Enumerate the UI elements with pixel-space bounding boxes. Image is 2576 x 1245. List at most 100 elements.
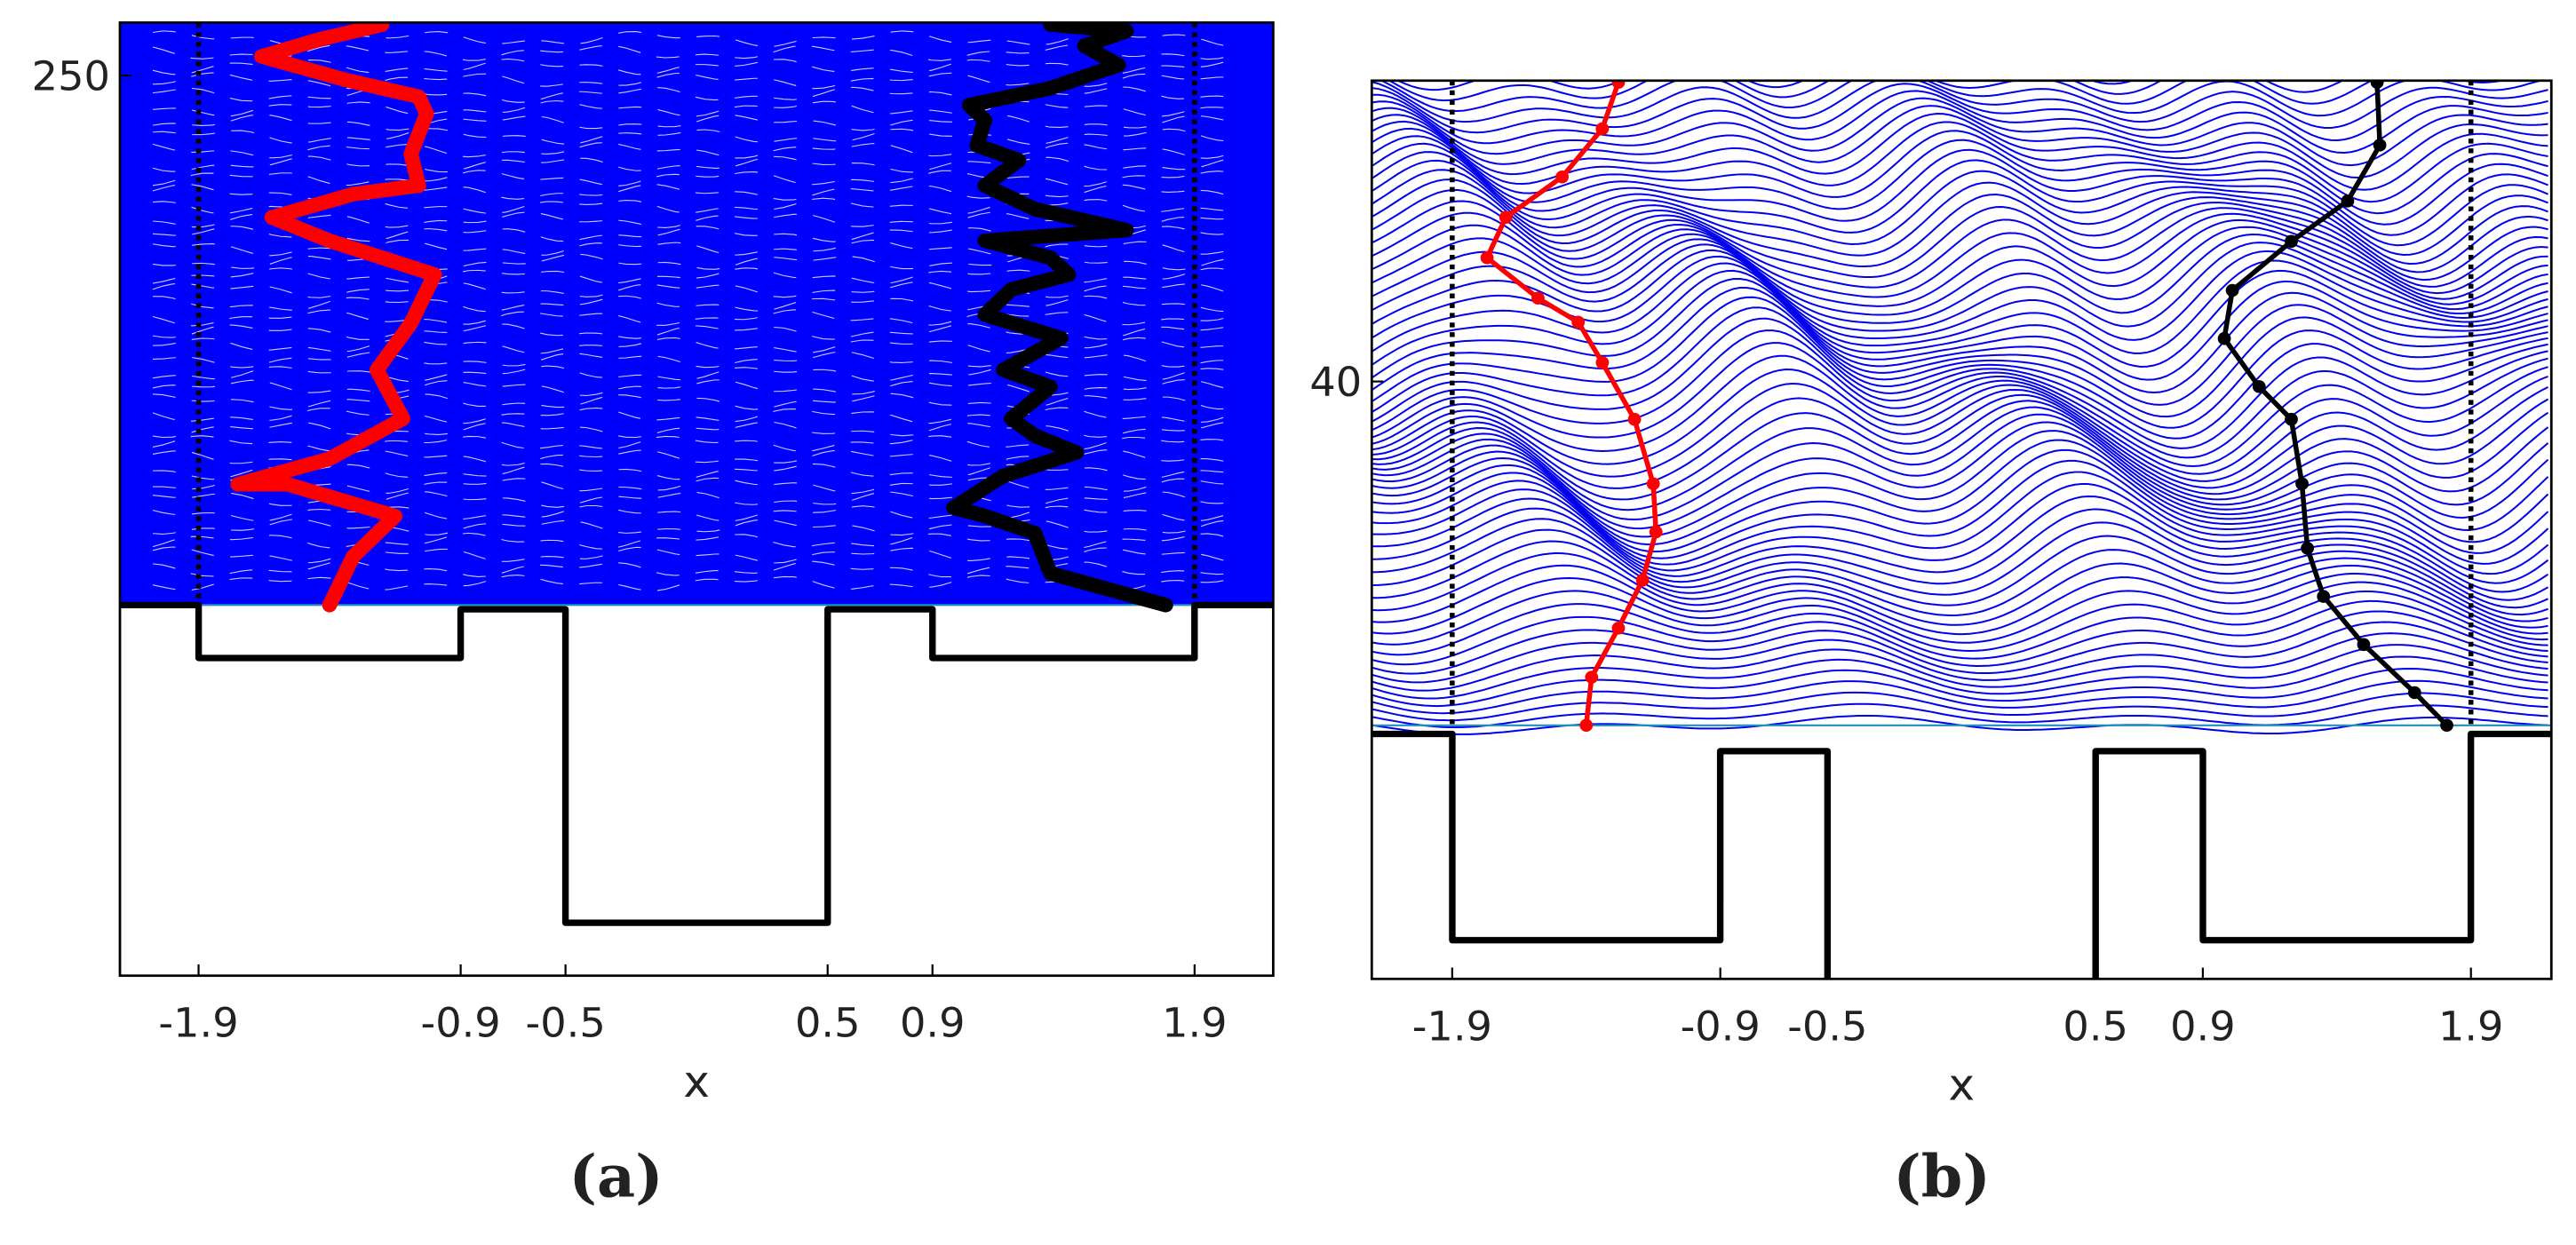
trajectory-point	[2370, 80, 2384, 90]
trajectory-point	[2295, 477, 2309, 491]
wave-texture	[152, 546, 1237, 564]
trajectory-point	[1499, 210, 1513, 224]
wave-texture	[152, 44, 1237, 61]
wave-texture	[1371, 218, 2548, 307]
wave-texture	[1371, 551, 2548, 629]
wave-texture	[152, 351, 1237, 369]
trajectory-point	[2407, 686, 2421, 700]
wave-texture	[1371, 577, 2548, 644]
wave-texture	[1371, 655, 2548, 700]
trajectory-point	[1585, 670, 1599, 684]
wave-texture	[1371, 495, 2549, 593]
x-tick-label: -1.9	[1412, 1003, 1492, 1051]
trajectory-point	[1649, 525, 1663, 539]
trajectory-point	[1555, 170, 1570, 184]
wave-texture	[1371, 234, 2548, 324]
wave-texture	[1371, 178, 2548, 274]
trajectory-point	[1480, 250, 1494, 265]
trajectory-point	[2252, 380, 2266, 393]
wave-texture	[1371, 430, 2549, 538]
trajectory-point	[2440, 718, 2453, 733]
trajectory-point	[2301, 542, 2315, 555]
wave-texture	[1371, 105, 2548, 178]
wave-texture	[152, 141, 1237, 159]
wave-texture	[152, 365, 1237, 383]
wave-texture	[1371, 483, 2549, 584]
wave-texture	[152, 281, 1237, 298]
trajectory	[230, 22, 442, 613]
wave-texture	[1371, 528, 2548, 616]
wave-texture	[1371, 679, 2548, 715]
panel: -1.9 -0.9 -0.5 0.5 0.9 1.9 40 x (b)	[1309, 79, 2553, 1210]
bottom-profile	[1371, 730, 2552, 979]
wave-texture	[1371, 200, 2548, 289]
trajectory-point	[2357, 638, 2371, 652]
wave-field	[120, 22, 1274, 606]
trajectory-point	[1635, 573, 1650, 587]
panel-caption: (a)	[568, 1142, 663, 1210]
x-tick-label: 0.5	[795, 999, 861, 1047]
trajectory-point	[1627, 412, 1642, 426]
trajectory-point	[1595, 122, 1610, 136]
x-tick-label: -0.9	[421, 999, 501, 1047]
wave-texture	[152, 490, 1237, 508]
wave-texture	[152, 519, 1237, 536]
wave-texture	[152, 393, 1237, 410]
trajectory-point	[2285, 234, 2298, 249]
wave-texture	[1371, 159, 2548, 256]
wave-texture	[152, 504, 1237, 522]
wave-texture	[1371, 507, 2549, 601]
wave-texture	[152, 99, 1237, 117]
wave-texture	[1371, 277, 2548, 394]
wave-texture	[1371, 286, 2548, 406]
y-tick-label: 250	[32, 52, 110, 100]
wave-texture	[152, 170, 1237, 187]
wave-texture	[1371, 413, 2549, 520]
y-tick-label: 40	[1309, 358, 1362, 406]
panel-caption: (b)	[1893, 1142, 1991, 1210]
wave-texture	[1371, 151, 2548, 247]
wave-texture	[1371, 97, 2548, 167]
wave-texture	[152, 30, 1237, 48]
wave-texture	[1371, 448, 2549, 554]
wave-texture	[1371, 540, 2548, 622]
x-tick-label: -0.5	[1787, 1003, 1867, 1051]
wave-texture	[153, 295, 1237, 313]
wave-texture	[1371, 644, 2548, 692]
wave-texture	[1371, 421, 2549, 530]
x-tick-label: 0.5	[2063, 1003, 2128, 1051]
x-tick-label: 1.9	[2438, 1003, 2504, 1051]
wave-texture	[1371, 211, 2548, 298]
trajectory	[946, 22, 1173, 613]
wave-texture	[1371, 169, 2548, 266]
wave-texture	[152, 155, 1237, 173]
wave-texture	[1371, 667, 2548, 708]
wave-texture	[1371, 80, 2548, 130]
wave-texture	[1371, 369, 2548, 475]
trajectory-point	[2373, 139, 2387, 152]
x-tick-label: 0.9	[2170, 1003, 2236, 1051]
wave-texture	[2089, 80, 2307, 85]
axes-frame	[118, 21, 1275, 978]
plot-area	[120, 22, 1274, 926]
wave-texture	[152, 532, 1237, 550]
trajectory-point	[2285, 412, 2298, 426]
wave-texture	[1371, 564, 2548, 636]
wave-texture	[1371, 691, 2548, 722]
wave-texture	[152, 560, 1237, 578]
wave-texture	[1371, 188, 2548, 282]
wave-texture	[1371, 590, 2548, 652]
wave-texture	[153, 477, 1237, 495]
wave-texture	[1371, 406, 2549, 511]
wave-texture	[1371, 113, 2548, 191]
x-axis-label: x	[1949, 1059, 1976, 1110]
wave-texture	[1371, 354, 2548, 468]
trajectory-point	[1646, 477, 1660, 491]
wave-texture	[1371, 83, 2548, 141]
wave-texture	[1371, 459, 2549, 565]
wave-texture	[152, 197, 1237, 215]
wave-texture	[1371, 383, 2549, 482]
wave-texture	[1395, 80, 2344, 95]
